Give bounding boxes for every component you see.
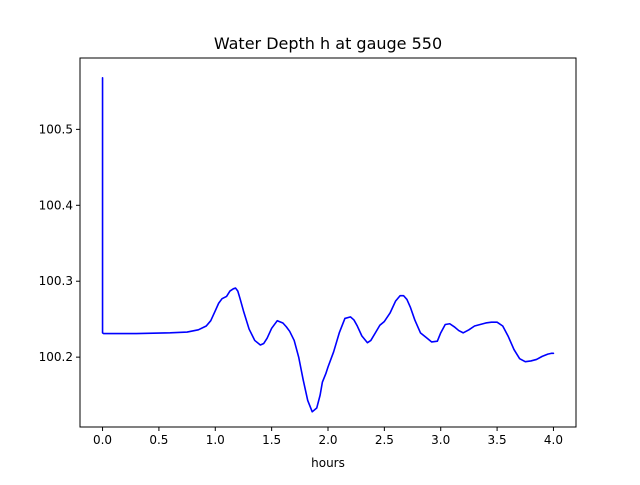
- x-tick-label: 2.5: [375, 433, 394, 447]
- y-tick-label: 100.3: [39, 274, 73, 288]
- x-tick-label: 0.0: [93, 433, 112, 447]
- x-tick-label: 0.5: [149, 433, 168, 447]
- y-tick-label: 100.2: [39, 350, 73, 364]
- plot-area: [101, 76, 555, 413]
- chart-title: Water Depth h at gauge 550: [214, 34, 442, 53]
- x-tick-label: 1.5: [262, 433, 281, 447]
- x-tick-label: 1.0: [206, 433, 225, 447]
- x-tick-label: 4.0: [544, 433, 563, 447]
- axes: 0.0 0.5 1.0 1.5 2.0 2.5 3.0 3.5 4.0 100.2 100.3 100…: [39, 57, 577, 447]
- x-tick-label: 3.0: [431, 433, 450, 447]
- x-tick-label: 2.0: [318, 433, 337, 447]
- series-line-0: [101, 76, 555, 413]
- y-tick-label: 100.5: [39, 122, 73, 136]
- x-tick-label: 3.5: [488, 433, 507, 447]
- y-tick-label: 100.4: [39, 198, 73, 212]
- x-axis-label: hours: [311, 456, 345, 470]
